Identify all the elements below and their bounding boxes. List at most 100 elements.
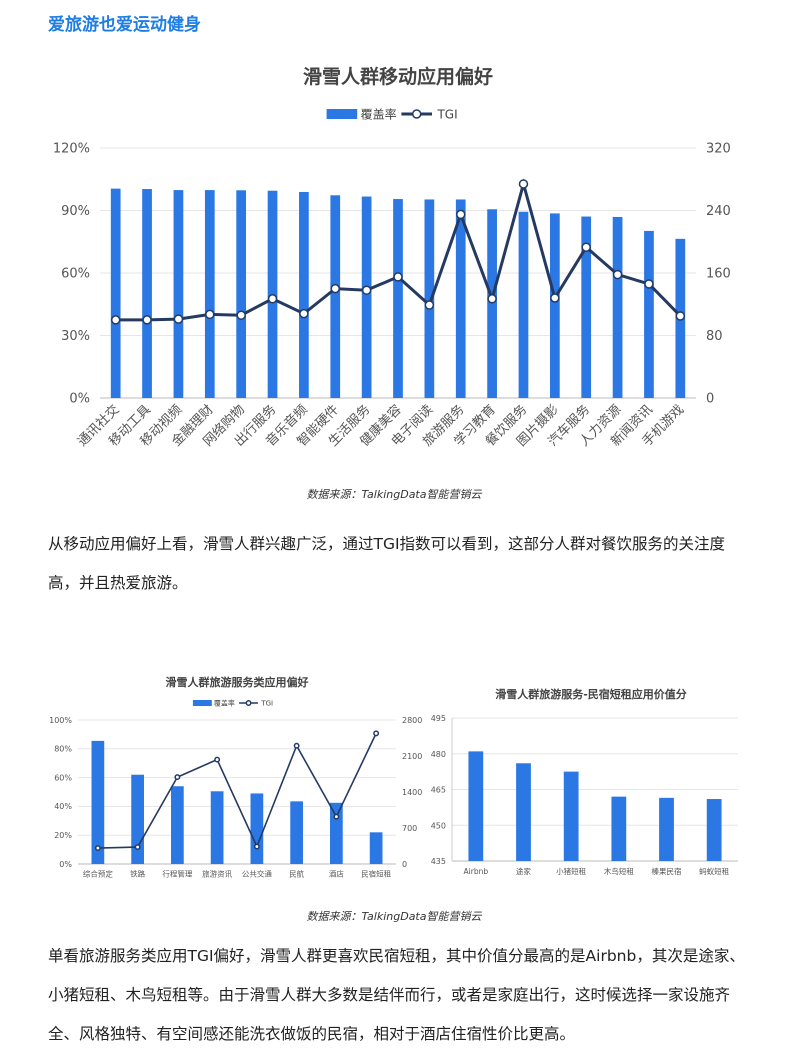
tgi-point-健康美容 <box>393 272 403 282</box>
tgi-point-酒店 <box>333 813 340 820</box>
y-left-tick-label: 100% <box>49 716 72 725</box>
tgi-point-电子阅读 <box>424 300 435 310</box>
bar-图片摄影 <box>549 213 560 398</box>
y-tick-label: 465 <box>431 786 446 795</box>
legend-line-label: TGI <box>436 107 457 121</box>
tgi-point-图片摄影 <box>550 293 560 303</box>
bar-公共交通 <box>250 793 264 864</box>
bar-榛果民宿 <box>659 797 674 861</box>
x-tick-label: 木鸟短租 <box>604 866 634 876</box>
tgi-point-音乐音频 <box>299 308 309 319</box>
bar-民宿短租 <box>369 832 383 864</box>
y-tick-label: 450 <box>431 821 446 830</box>
chart-title: 滑雪人群旅游服务-民宿短租应用价值分 <box>495 687 687 701</box>
y-left-tick-label: 40% <box>54 802 72 811</box>
tgi-point-移动视频 <box>173 314 184 324</box>
x-tick-label: 酒店 <box>329 869 344 879</box>
tgi-point-行程管理 <box>174 774 181 781</box>
bar-民航 <box>290 801 303 864</box>
y-tick-label: 435 <box>431 857 446 866</box>
y-left-tick-label: 20% <box>54 831 72 840</box>
bar-小猪短租 <box>563 771 579 861</box>
y-tick-label: 480 <box>431 750 446 759</box>
legend-bar-swatch <box>192 700 212 706</box>
y-left-tick-label: 0% <box>59 860 72 869</box>
paragraph-travel-preference: 单看旅游服务类应用TGI偏好，滑雪人群更喜欢民宿短租，其中价值分最高的是Airb… <box>48 947 745 1043</box>
bar-音乐音频 <box>299 191 309 398</box>
data-source-caption: 数据来源：TalkingData智能营销云 <box>306 488 482 501</box>
bar-学习教育 <box>487 209 497 398</box>
bar-综合预定 <box>91 740 105 864</box>
y-right-tick-label: 240 <box>706 204 731 219</box>
y-right-tick-label: 2100 <box>402 752 422 761</box>
tgi-point-餐饮服务 <box>518 179 529 189</box>
x-tick-label: 综合预定 <box>83 869 113 879</box>
tgi-point-铁路 <box>134 844 141 850</box>
bar-餐饮服务 <box>518 211 529 398</box>
y-left-tick-label: 80% <box>54 745 72 754</box>
legend-bar-swatch <box>326 109 358 119</box>
tgi-point-民宿短租 <box>373 730 380 737</box>
tgi-point-网络购物 <box>236 310 246 320</box>
bar-通讯社交 <box>110 188 121 398</box>
tgi-point-出行服务 <box>267 294 278 304</box>
tgi-line <box>97 733 377 849</box>
legend-line-marker <box>411 109 422 119</box>
y-right-tick-label: 160 <box>706 267 731 282</box>
x-tick-label: 民宿短租 <box>361 869 391 879</box>
homestay-value-chart: 滑雪人群旅游服务-民宿短租应用价值分 435 450 465 480 495 Airbnb 途… <box>431 687 738 876</box>
bar-Airbnb <box>468 751 484 861</box>
bar-汽车服务 <box>581 216 592 398</box>
y-left-tick-label: 60% <box>61 267 90 282</box>
bar-旅游服务 <box>455 199 466 398</box>
y-right-tick-label: 320 <box>706 142 731 157</box>
x-tick-label: 旅游资讯 <box>202 869 232 879</box>
y-right-tick-label: 2800 <box>402 716 422 725</box>
tgi-point-移动工具 <box>142 315 152 325</box>
x-tick-label: 蚂蚁短租 <box>699 866 729 876</box>
bar-网络购物 <box>236 190 247 398</box>
bar-旅游资讯 <box>210 791 224 864</box>
y-right-tick-label: 80 <box>706 329 723 344</box>
bar-木鸟短租 <box>611 796 627 861</box>
bar-移动视频 <box>173 190 184 398</box>
y-right-tick-label: 0 <box>706 392 714 407</box>
x-tick-label: 小猪短租 <box>556 866 586 876</box>
chart-title: 滑雪人群移动应用偏好 <box>303 65 493 88</box>
legend-line-label: TGI <box>260 700 273 708</box>
tgi-point-旅游服务 <box>455 209 466 220</box>
y-left-tick-label: 0% <box>69 392 90 407</box>
legend-bar-label: 覆盖率 <box>361 106 397 121</box>
tgi-point-手机游戏 <box>675 311 686 321</box>
bar-蚂蚁短租 <box>706 799 722 861</box>
bar-铁路 <box>131 774 144 864</box>
legend-line-marker <box>245 700 252 706</box>
x-tick-label: 行程管理 <box>162 869 192 879</box>
bar-移动工具 <box>142 189 152 398</box>
tgi-point-学习教育 <box>487 294 497 304</box>
x-tick-label: 榛果民宿 <box>652 866 682 876</box>
tgi-point-人力资源 <box>612 269 623 280</box>
bar-新闻资讯 <box>644 230 654 398</box>
y-left-tick-label: 120% <box>53 142 90 157</box>
x-tick-label: Airbnb <box>464 867 489 876</box>
y-left-tick-label: 30% <box>61 329 90 344</box>
tgi-point-综合预定 <box>94 845 101 852</box>
tgi-point-公共交通 <box>253 843 260 850</box>
bar-健康美容 <box>393 199 403 398</box>
y-right-tick-label: 700 <box>402 824 417 833</box>
tgi-point-金融理财 <box>205 309 215 320</box>
tgi-point-生活服务 <box>361 285 372 295</box>
data-source-caption-2: 数据来源：TalkingData智能营销云 <box>306 910 482 923</box>
section-heading: 爱旅游也爱运动健身 <box>48 15 201 35</box>
tgi-point-旅游资讯 <box>214 756 221 763</box>
bar-途家 <box>516 763 531 861</box>
paragraph-app-preference: 从移动应用偏好上看，滑雪人群兴趣广泛，通过TGI指数可以看到，这部分人群对餐饮服… <box>48 535 726 592</box>
bar-行程管理 <box>171 786 184 864</box>
legend-bar-label: 覆盖率 <box>214 699 235 708</box>
x-tick-label: 铁路 <box>130 869 145 879</box>
bar-酒店 <box>330 802 343 864</box>
y-right-tick-label: 1400 <box>402 788 422 797</box>
